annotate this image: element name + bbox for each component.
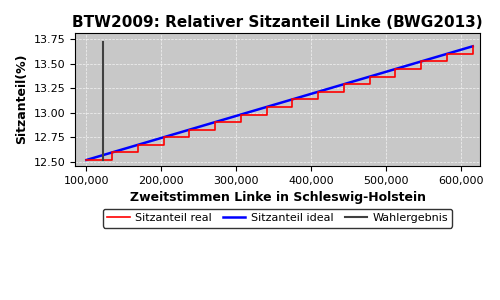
Sitzanteil real xyxy=(212,120,218,124)
Line: Sitzanteil ideal: Sitzanteil ideal xyxy=(86,46,472,160)
Sitzanteil ideal xyxy=(84,158,89,162)
X-axis label: Zweitstimmen Linke in Schleswig-Holstein: Zweitstimmen Linke in Schleswig-Holstein xyxy=(130,191,426,204)
Sitzanteil ideal xyxy=(269,103,275,107)
Y-axis label: Sitzanteil(%): Sitzanteil(%) xyxy=(15,54,28,145)
Line: Sitzanteil real: Sitzanteil real xyxy=(86,46,472,160)
Sitzanteil real xyxy=(160,143,166,147)
Sitzanteil real xyxy=(470,44,476,48)
Sitzanteil ideal xyxy=(400,65,406,69)
Sitzanteil real xyxy=(212,128,218,131)
Sitzanteil real xyxy=(186,128,192,131)
Sitzanteil ideal xyxy=(267,104,273,108)
Sitzanteil ideal xyxy=(314,91,320,94)
Sitzanteil ideal xyxy=(292,97,298,100)
Sitzanteil ideal xyxy=(470,44,476,48)
Sitzanteil ideal xyxy=(460,47,466,51)
Title: BTW2009: Relativer Sitzanteil Linke (BWG2013): BTW2009: Relativer Sitzanteil Linke (BWG… xyxy=(72,15,483,30)
Sitzanteil real xyxy=(341,90,347,94)
Sitzanteil real xyxy=(84,158,89,162)
Sitzanteil real xyxy=(212,120,218,124)
Legend: Sitzanteil real, Sitzanteil ideal, Wahlergebnis: Sitzanteil real, Sitzanteil ideal, Wahle… xyxy=(103,209,453,228)
